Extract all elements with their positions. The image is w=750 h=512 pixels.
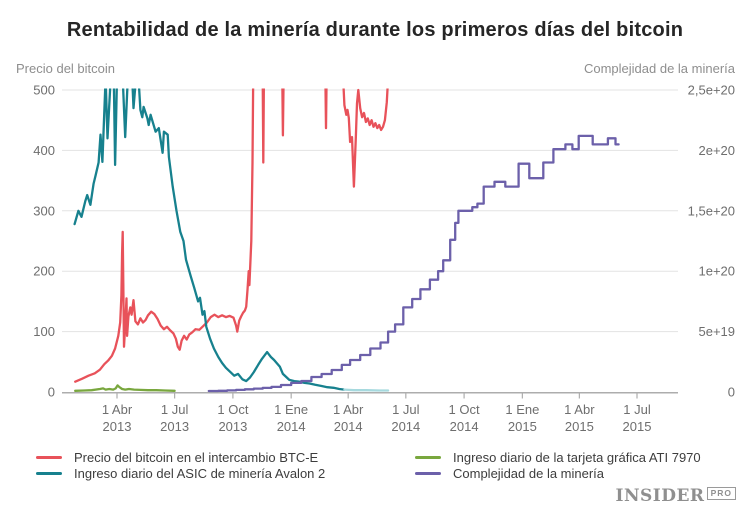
left-axis-tick-label: 500 <box>33 83 55 98</box>
series-price-btc-e <box>74 88 389 383</box>
series-avalon2-income <box>73 88 346 391</box>
legend-label-avalon2: Ingreso diario del ASIC de minería Avalo… <box>74 466 326 481</box>
x-axis-tick-label-year: 2014 <box>334 419 363 434</box>
x-axis-tick-label-year: 2015 <box>623 419 652 434</box>
right-axis-tick-label: 1e+20 <box>698 264 735 279</box>
left-axis-tick-label: 300 <box>33 203 55 218</box>
legend-swatch-complexity <box>415 472 441 475</box>
right-axis-tick-label: 2e+20 <box>698 143 735 158</box>
chart-title: Rentabilidad de la minería durante los p… <box>66 19 684 41</box>
x-axis-tick-label-year: 2013 <box>160 419 189 434</box>
logo-pro-badge: PRO <box>706 487 736 500</box>
legend-label-complexity: Complejidad de la minería <box>453 466 605 481</box>
x-axis-tick-label: 1 Ene <box>274 402 308 417</box>
x-axis-tick-label-year: 2015 <box>508 419 537 434</box>
legend-item-price: Precio del bitcoin en el intercambio BTC… <box>36 450 318 465</box>
series-avalon2-income-tail <box>343 388 390 392</box>
x-axis-tick-label: 1 Abr <box>102 402 133 417</box>
x-axis-tick-label-year: 2013 <box>218 419 247 434</box>
right-axis-tick-label: 2,5e+20 <box>688 83 735 98</box>
x-axis-tick-label-year: 2014 <box>391 419 420 434</box>
x-axis-tick-label-year: 2015 <box>565 419 594 434</box>
x-axis-tick-label: 1 Jul <box>161 402 189 417</box>
right-axis-tick-label: 0 <box>728 385 735 400</box>
series-ati7970-income <box>74 384 176 392</box>
legend-item-ati7970: Ingreso diario de la tarjeta gráfica ATI… <box>415 450 701 465</box>
right-axis-tick-label: 5e+19 <box>698 324 735 339</box>
right-axis-title: Complejidad de la minería <box>583 61 735 76</box>
left-axis-tick-label: 100 <box>33 324 55 339</box>
legend-swatch-price <box>36 456 62 459</box>
legend-label-ati7970: Ingreso diario de la tarjeta gráfica ATI… <box>453 450 701 465</box>
right-axis-tick-label: 1,5e+20 <box>688 203 735 218</box>
logo-insider-text: INSIDER <box>615 486 705 506</box>
x-axis-tick-label: 1 Jul <box>392 402 420 417</box>
x-axis-tick-label-year: 2013 <box>103 419 132 434</box>
legend-swatch-ati7970 <box>415 456 441 459</box>
legend-item-avalon2: Ingreso diario del ASIC de minería Avalo… <box>36 466 325 481</box>
x-axis-tick-label: 1 Ene <box>505 402 539 417</box>
x-axis-tick-label: 1 Jul <box>623 402 651 417</box>
insiderpro-logo: INSIDER PRO <box>616 486 736 506</box>
x-axis-tick-label: 1 Oct <box>217 402 248 417</box>
x-axis-tick-label-year: 2014 <box>277 419 306 434</box>
legend-item-complexity: Complejidad de la minería <box>415 466 604 481</box>
left-axis-tick-label: 0 <box>48 385 55 400</box>
left-axis-tick-label: 400 <box>33 143 55 158</box>
legend-label-price: Precio del bitcoin en el intercambio BTC… <box>74 450 319 465</box>
x-axis-tick-label: 1 Abr <box>564 402 595 417</box>
x-axis-tick-label-year: 2014 <box>450 419 479 434</box>
x-axis-tick-label: 1 Abr <box>333 402 364 417</box>
left-axis-title: Precio del bitcoin <box>16 61 115 76</box>
series-mining-complexity <box>207 134 620 393</box>
legend-swatch-avalon2 <box>36 472 62 475</box>
left-axis-tick-label: 200 <box>33 264 55 279</box>
x-axis-tick-label: 1 Oct <box>449 402 480 417</box>
